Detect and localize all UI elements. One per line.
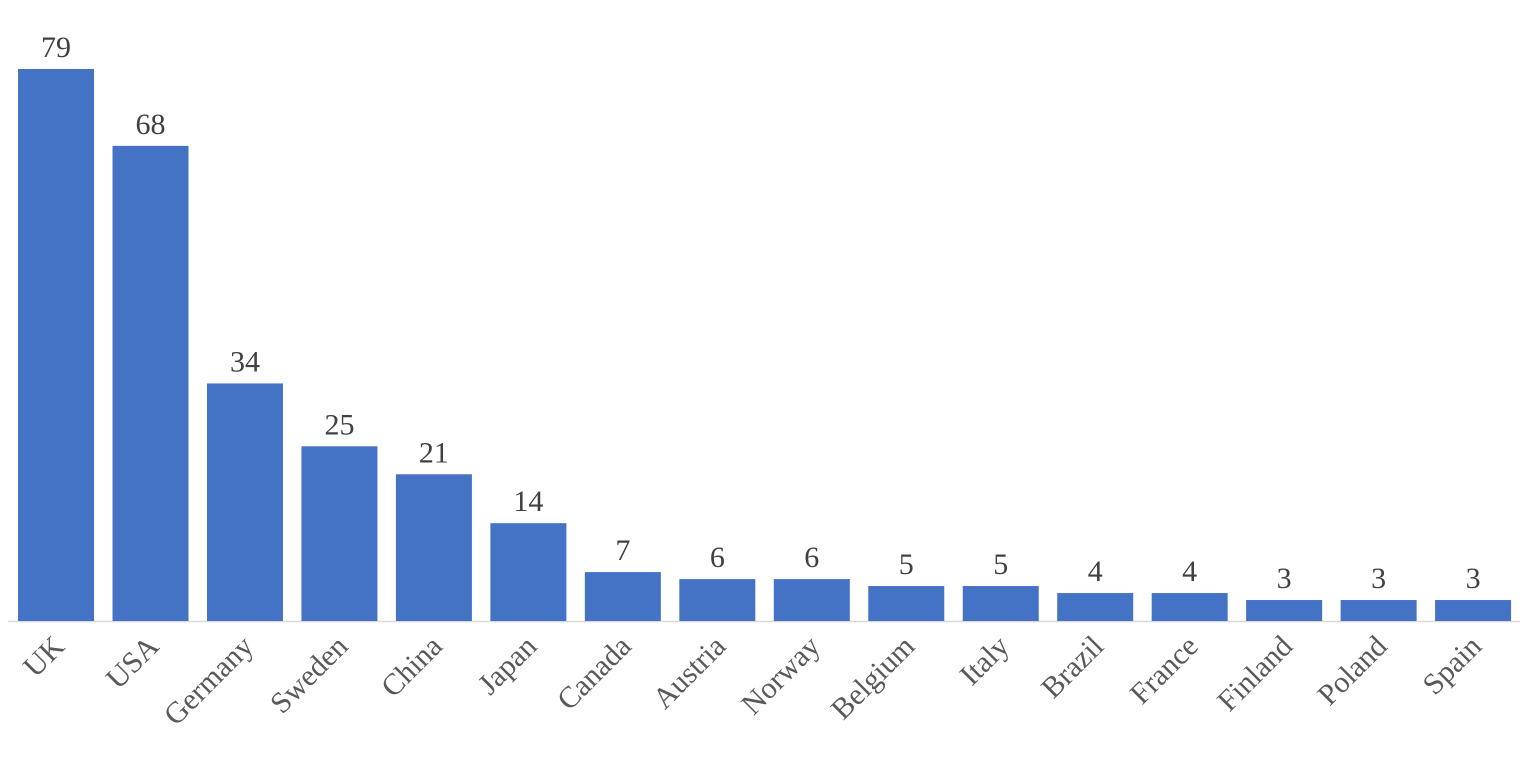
bar — [962, 586, 1039, 621]
bar — [868, 586, 945, 621]
data-label: 3 — [1466, 562, 1481, 595]
bar — [1057, 593, 1134, 621]
bar — [395, 474, 472, 621]
data-label: 7 — [615, 534, 630, 567]
x-tick-label: Italy — [953, 630, 1015, 692]
data-label: 25 — [324, 408, 354, 441]
bar — [1340, 600, 1417, 621]
x-tick-label: UK — [17, 629, 71, 683]
bar — [773, 579, 850, 621]
data-label: 68 — [136, 108, 166, 141]
x-tick-label: Belgium — [825, 630, 921, 726]
x-tick-label: Canada — [551, 630, 638, 717]
x-tick-label: Finland — [1211, 630, 1299, 718]
bar — [1151, 593, 1228, 621]
data-label: 14 — [513, 485, 543, 518]
bar — [584, 572, 661, 621]
data-label: 3 — [1371, 562, 1386, 595]
data-label: 5 — [899, 548, 914, 581]
x-tick-label: China — [375, 630, 449, 704]
bar — [1246, 600, 1323, 621]
x-tick-label: Japan — [472, 630, 544, 702]
x-tick-label: France — [1124, 630, 1205, 711]
x-tick-label: Germany — [158, 630, 260, 732]
bar — [112, 145, 189, 621]
data-label: 21 — [419, 436, 449, 469]
data-label: 6 — [804, 541, 819, 574]
data-label: 4 — [1088, 555, 1103, 588]
data-label: 79 — [41, 31, 71, 64]
bar — [301, 446, 378, 621]
x-tick-label: Norway — [735, 630, 827, 722]
bar — [490, 523, 567, 621]
data-label: 6 — [710, 541, 725, 574]
x-tick-label: Poland — [1311, 630, 1393, 712]
x-tick-label: Sweden — [264, 630, 354, 720]
x-tick-label: Spain — [1416, 630, 1488, 702]
data-label: 34 — [230, 345, 260, 378]
bar — [679, 579, 756, 621]
bar — [18, 69, 95, 621]
data-label: 5 — [993, 548, 1008, 581]
x-tick-label: Austria — [646, 630, 732, 716]
data-label: 3 — [1277, 562, 1292, 595]
x-tick-label: USA — [100, 629, 166, 695]
data-label: 4 — [1182, 555, 1197, 588]
bar — [206, 383, 283, 621]
x-tick-label: Brazil — [1035, 630, 1110, 705]
bar — [1435, 600, 1512, 621]
